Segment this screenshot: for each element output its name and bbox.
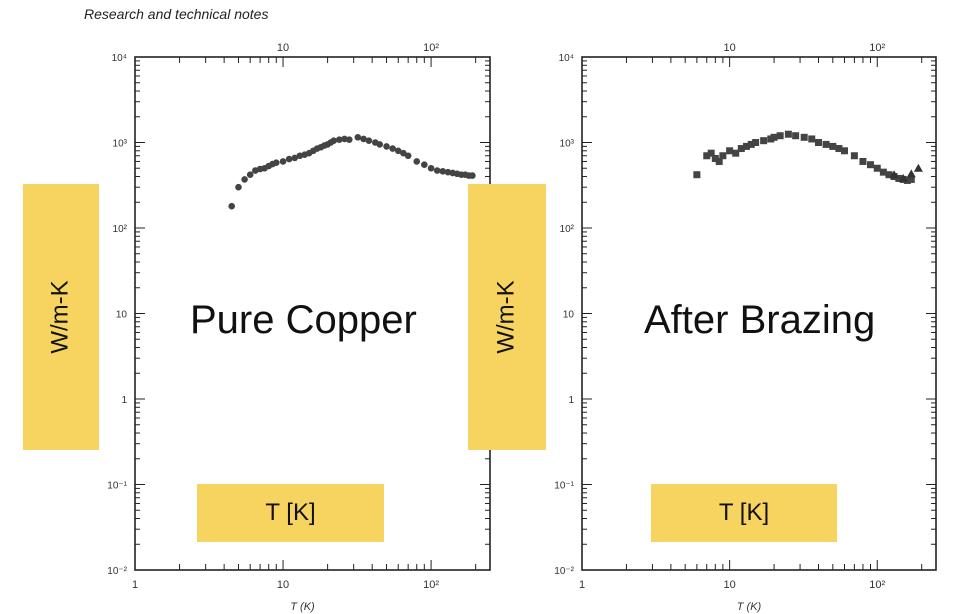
data-point bbox=[421, 161, 428, 168]
data-point bbox=[241, 176, 248, 183]
chart-title-after-brazing: After Brazing bbox=[644, 298, 876, 342]
ylabel-box-left: W/m-K bbox=[23, 184, 99, 450]
y-tick-label: 10⁻² bbox=[554, 566, 574, 577]
data-point bbox=[439, 168, 447, 175]
y-tick-label: 10 bbox=[563, 310, 575, 321]
x-tick-label: 10 bbox=[277, 579, 289, 591]
header-note: Research and technical notes bbox=[84, 6, 269, 22]
y-tick-label: 10 bbox=[116, 310, 128, 321]
x-tick-label: 10² bbox=[423, 579, 439, 591]
data-point bbox=[330, 137, 338, 144]
data-point bbox=[800, 133, 808, 141]
ylabel-right: W/m-K bbox=[493, 280, 520, 354]
data-point bbox=[711, 154, 719, 162]
data-point bbox=[389, 145, 396, 152]
data-point bbox=[279, 158, 287, 165]
data-point bbox=[715, 157, 723, 165]
data-point bbox=[336, 136, 343, 143]
x-tick-label-top: 10² bbox=[869, 42, 885, 54]
data-point bbox=[246, 171, 254, 179]
data-point bbox=[707, 149, 715, 157]
data-point bbox=[859, 157, 867, 165]
chart-title-pure-copper: Pure Copper bbox=[190, 298, 417, 342]
data-point bbox=[747, 140, 755, 148]
data-point bbox=[829, 142, 837, 150]
data-point bbox=[726, 147, 734, 155]
data-point bbox=[879, 168, 887, 176]
data-point bbox=[376, 141, 384, 148]
y-tick-label: 10² bbox=[560, 224, 575, 235]
data-point bbox=[285, 155, 293, 163]
data-point bbox=[365, 137, 373, 144]
data-point bbox=[433, 167, 441, 174]
data-point bbox=[228, 202, 236, 210]
data-point bbox=[742, 142, 750, 150]
data-point bbox=[469, 172, 476, 179]
ylabel-left: W/m-K bbox=[47, 280, 74, 354]
data-point bbox=[850, 152, 858, 160]
data-point bbox=[737, 145, 745, 153]
data-point bbox=[907, 175, 915, 183]
y-tick-label: 10⁴ bbox=[112, 53, 127, 64]
data-point bbox=[383, 143, 390, 150]
x-tick-label: 10² bbox=[869, 579, 885, 591]
y-tick-label: 10⁻¹ bbox=[107, 481, 127, 492]
data-point bbox=[808, 135, 816, 143]
data-point bbox=[404, 152, 412, 160]
y-tick-label: 10³ bbox=[113, 139, 128, 150]
data-point bbox=[752, 139, 760, 146]
data-point bbox=[719, 152, 727, 160]
ylabel-box-right: W/m-K bbox=[468, 184, 546, 450]
data-point bbox=[792, 132, 800, 140]
data-point bbox=[906, 169, 916, 178]
y-tick-label: 10² bbox=[113, 224, 128, 235]
y-tick-label: 1 bbox=[568, 395, 574, 406]
data-point bbox=[822, 140, 830, 148]
data-point bbox=[913, 163, 923, 172]
x-tick-label: 1 bbox=[579, 579, 585, 591]
x-tick-label-top: 10 bbox=[724, 42, 736, 54]
y-tick-label: 10³ bbox=[560, 139, 575, 150]
data-point bbox=[693, 171, 701, 179]
y-tick-label: 10⁴ bbox=[559, 53, 574, 64]
xlabel-box-right: T [K] bbox=[651, 484, 837, 542]
y-tick-label: 10⁻¹ bbox=[554, 481, 574, 492]
data-point bbox=[703, 152, 711, 160]
data-point bbox=[776, 132, 784, 140]
data-point bbox=[345, 136, 353, 143]
x-axis-label: T (K) bbox=[290, 601, 315, 613]
data-point bbox=[354, 134, 362, 141]
data-point bbox=[770, 133, 778, 141]
data-point bbox=[291, 154, 299, 162]
data-point bbox=[903, 176, 911, 184]
data-point bbox=[815, 139, 823, 146]
data-point bbox=[866, 161, 874, 169]
data-point bbox=[889, 170, 899, 179]
data-point bbox=[760, 137, 768, 145]
data-point bbox=[413, 158, 421, 165]
data-point bbox=[873, 164, 881, 172]
data-point bbox=[835, 145, 843, 153]
y-tick-label: 10⁻² bbox=[107, 566, 127, 577]
data-point bbox=[898, 173, 908, 182]
x-tick-label-top: 10² bbox=[423, 42, 439, 54]
data-point bbox=[427, 164, 435, 172]
data-point bbox=[394, 147, 402, 155]
data-point bbox=[360, 135, 367, 143]
data-point bbox=[885, 171, 893, 179]
xlabel-box-left: T [K] bbox=[197, 484, 384, 542]
x-axis-label: T (K) bbox=[737, 601, 762, 613]
x-tick-label: 1 bbox=[132, 579, 138, 591]
data-point bbox=[895, 174, 903, 182]
data-point bbox=[235, 183, 242, 191]
data-point bbox=[272, 159, 280, 167]
y-tick-label: 1 bbox=[121, 395, 127, 406]
data-point bbox=[841, 147, 849, 155]
data-point bbox=[732, 149, 740, 157]
x-tick-label: 10 bbox=[724, 579, 736, 591]
data-point bbox=[784, 130, 792, 138]
x-tick-label-top: 10 bbox=[277, 42, 289, 54]
